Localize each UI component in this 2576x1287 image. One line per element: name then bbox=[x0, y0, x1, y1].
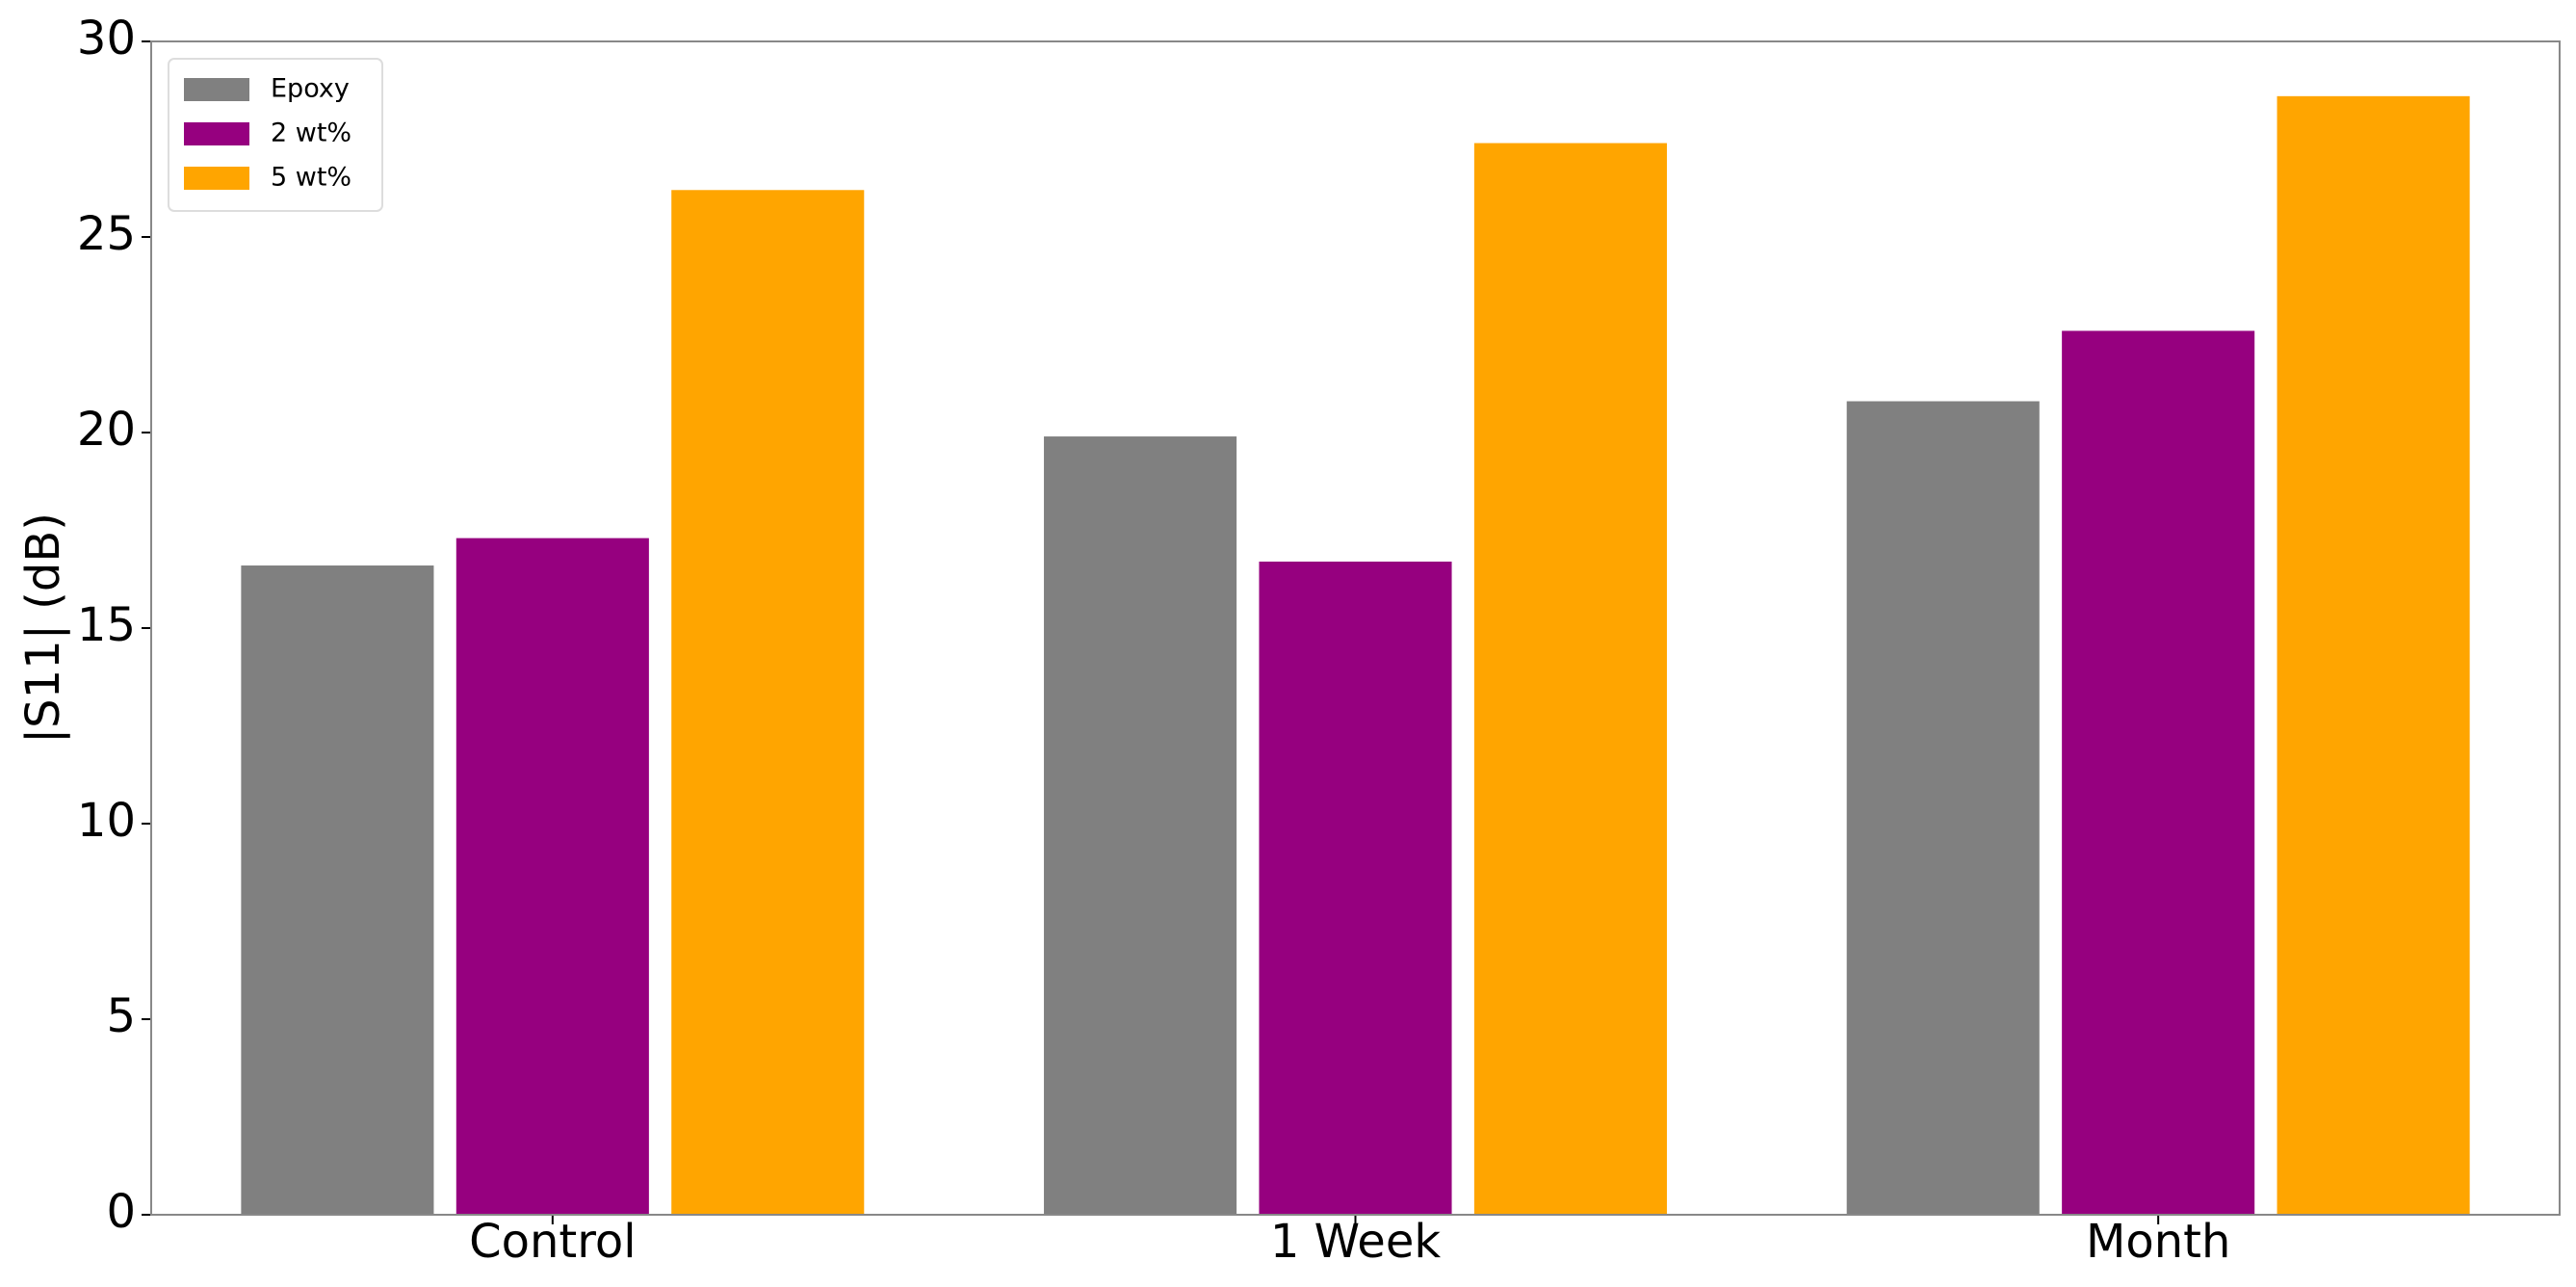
bar bbox=[455, 538, 649, 1215]
bar bbox=[671, 190, 865, 1215]
y-axis-label: |S11| (dB) bbox=[16, 512, 70, 744]
y-tick-label: 0 bbox=[106, 1185, 136, 1239]
x-tick-label: Month bbox=[2086, 1215, 2230, 1269]
bar bbox=[241, 565, 434, 1215]
y-tick-label: 25 bbox=[77, 207, 136, 261]
bar bbox=[1473, 143, 1667, 1215]
legend-label: Epoxy bbox=[271, 74, 350, 104]
y-tick-label: 10 bbox=[77, 794, 136, 848]
y-tick-label: 20 bbox=[77, 403, 136, 457]
legend-label: 2 wt% bbox=[271, 118, 351, 148]
plot-frame bbox=[150, 40, 2561, 1216]
legend-swatch bbox=[184, 122, 249, 145]
legend-swatch bbox=[184, 78, 249, 101]
bar bbox=[1044, 436, 1237, 1215]
bar bbox=[1846, 401, 2040, 1215]
y-tick-label: 5 bbox=[106, 989, 136, 1043]
bar bbox=[1259, 561, 1452, 1215]
bar bbox=[2277, 95, 2470, 1216]
y-tick-label: 30 bbox=[77, 12, 136, 66]
x-tick-label: 1 Week bbox=[1270, 1215, 1442, 1269]
x-tick-label: Control bbox=[469, 1215, 637, 1269]
y-tick-label: 15 bbox=[77, 598, 136, 652]
legend-label: 5 wt% bbox=[271, 163, 351, 193]
bar bbox=[2062, 330, 2255, 1215]
legend-swatch bbox=[184, 167, 249, 190]
